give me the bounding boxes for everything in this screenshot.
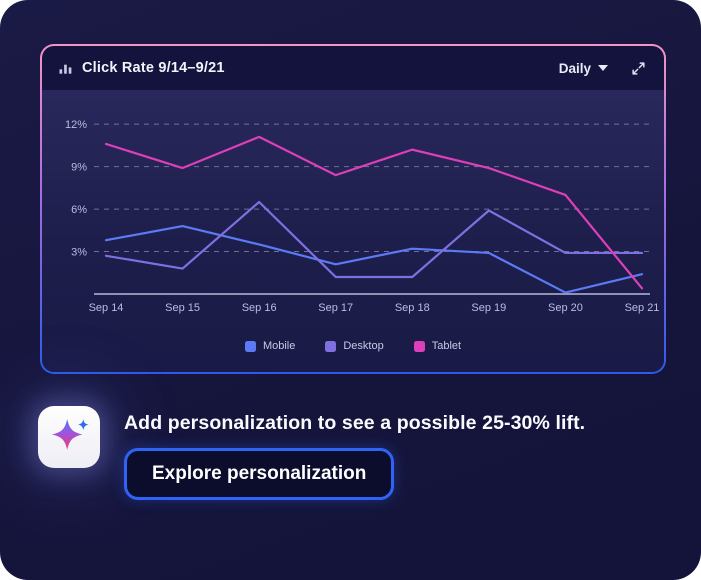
y-tick-label: 3% <box>71 247 87 259</box>
range-selector-dropdown[interactable]: Daily <box>559 61 608 76</box>
x-tick-label: Sep 14 <box>89 302 124 314</box>
chart-title: Click Rate 9/14–9/21 <box>82 60 225 76</box>
y-tick-label: 9% <box>71 162 87 174</box>
x-tick-label: Sep 16 <box>242 302 277 314</box>
legend-label: Mobile <box>262 340 296 352</box>
sparkle-icon <box>38 406 100 468</box>
assistant-suggestion: Add personalization to see a possible 25… <box>38 406 585 500</box>
legend-label: Desktop <box>343 340 384 352</box>
click-rate-line-chart: 3% 6% 9% 12% Sep 14 Sep 15 Sep 16 Sep 17 Sep 18 S… <box>65 119 660 314</box>
x-tick-label: Sep 17 <box>318 302 353 314</box>
chart-body: 3% 6% 9% 12% Sep 14 Sep 15 Sep 16 Sep 17 Sep 18 S… <box>42 90 664 372</box>
assistant-message: Add personalization to see a possible 25… <box>124 412 586 434</box>
expand-icon <box>631 61 645 75</box>
bar-chart-icon <box>58 61 73 76</box>
legend-label: Tablet <box>431 340 462 352</box>
series-line-desktop <box>104 200 644 279</box>
legend-item-tablet: Tablet <box>413 340 462 352</box>
click-rate-card: Click Rate 9/14–9/21 Daily 3% 6% 9% 12% Sep … <box>40 44 666 374</box>
chart-header-controls: Daily <box>559 58 648 78</box>
legend-swatch <box>244 340 256 352</box>
legend-item-desktop: Desktop <box>325 340 384 352</box>
legend-swatch <box>325 340 337 352</box>
chevron-down-icon <box>598 65 608 71</box>
range-selector-value: Daily <box>558 60 591 76</box>
assistant-content: Add personalization to see a possible 25… <box>124 406 585 500</box>
x-tick-label: Sep 21 <box>625 302 660 314</box>
chart-plot-area: 3% 6% 9% 12% Sep 14 Sep 15 Sep 16 Sep 17 Sep 18 S… <box>42 90 664 339</box>
y-tick-label: 6% <box>71 204 87 216</box>
x-tick-label: Sep 15 <box>165 302 200 314</box>
x-tick-label: Sep 18 <box>395 302 430 314</box>
legend-swatch <box>413 340 425 352</box>
legend-item-mobile: Mobile <box>244 340 296 352</box>
series-line-tablet <box>104 135 644 290</box>
y-tick-label: 12% <box>65 119 87 131</box>
chart-legend: Mobile Desktop Tablet <box>42 339 664 372</box>
chart-header: Click Rate 9/14–9/21 Daily <box>42 46 664 90</box>
expand-button[interactable] <box>628 58 648 78</box>
x-tick-label: Sep 19 <box>471 302 506 314</box>
series-line-mobile <box>104 224 644 294</box>
explore-personalization-button[interactable]: Explore personalization <box>124 448 395 500</box>
x-tick-label: Sep 20 <box>548 302 583 314</box>
